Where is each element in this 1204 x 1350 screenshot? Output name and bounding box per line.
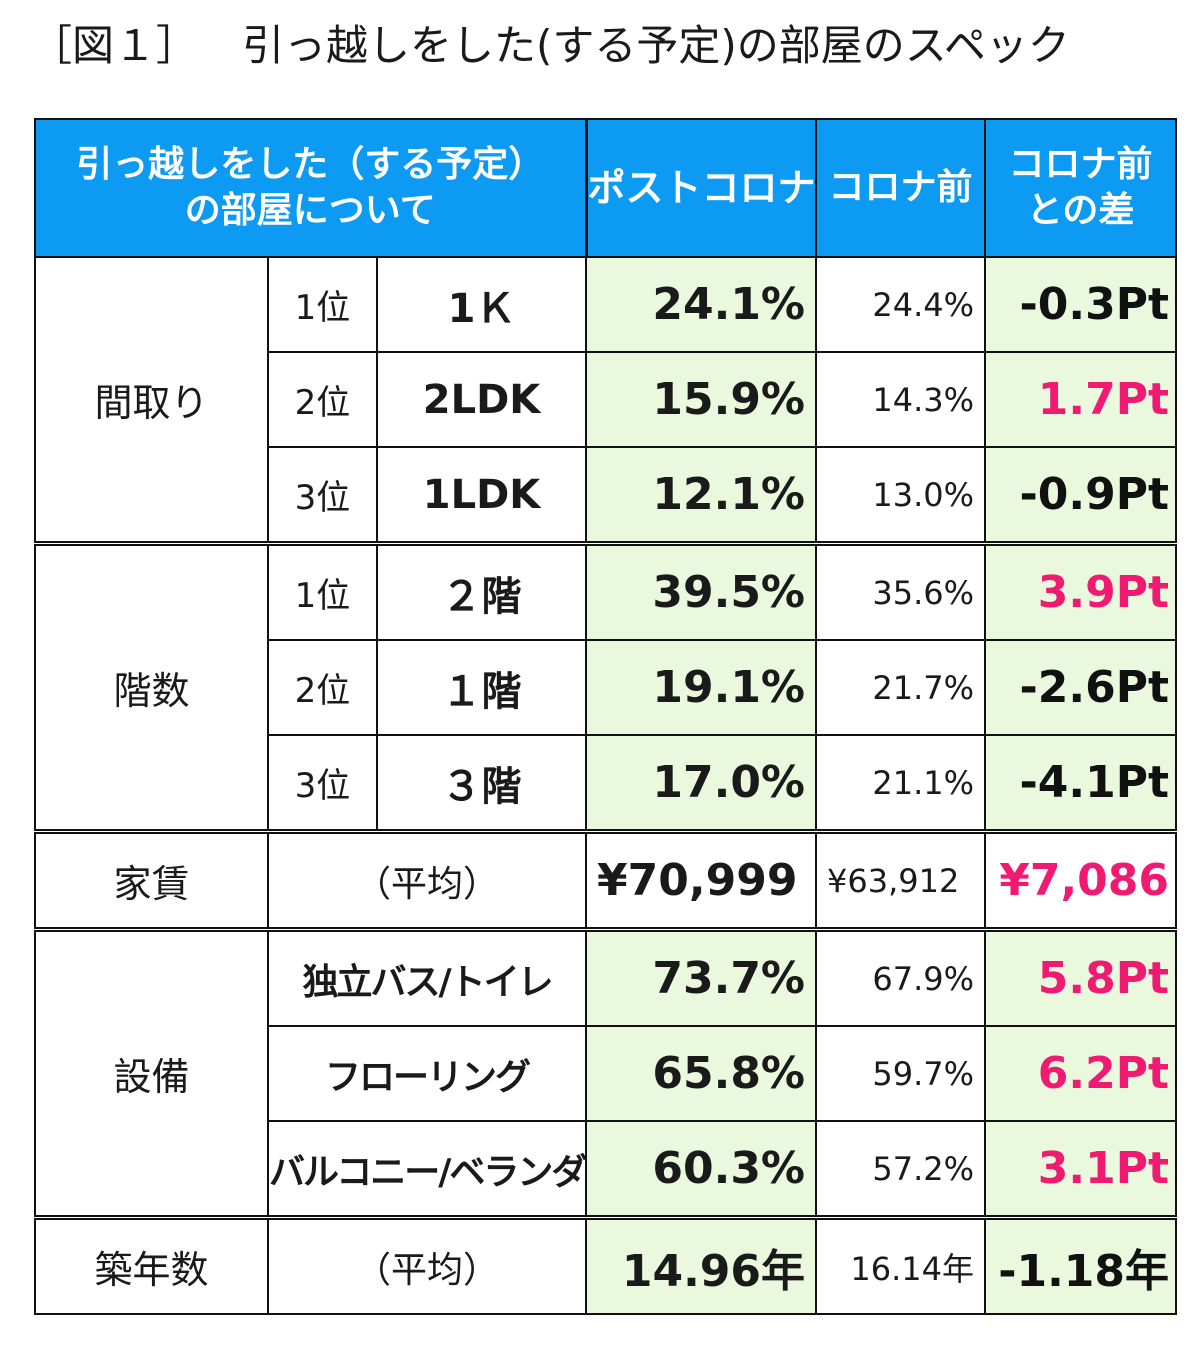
- header-pre-corona: コロナ前: [815, 118, 987, 258]
- item-cell: バルコニー/ベランダ: [266, 1120, 588, 1219]
- diff-value: 3.9Pt: [984, 541, 1178, 641]
- diff-value: 1.7Pt: [984, 351, 1178, 448]
- post-corona-value: 17.0%: [585, 734, 818, 833]
- table-row: 家賃 （平均） ¥70,999 ¥63,912 ¥7,086: [34, 829, 1178, 931]
- item-cell: 2LDK: [375, 351, 588, 448]
- rank-cell: 1位: [267, 256, 378, 353]
- rank-cell: 3位: [267, 734, 378, 833]
- post-corona-value: 19.1%: [585, 639, 818, 736]
- rank-cell: 2位: [267, 351, 378, 448]
- item-cell: フローリング: [266, 1025, 588, 1122]
- diff-value: 5.8Pt: [984, 927, 1178, 1027]
- pre-corona-value: 24.4%: [815, 256, 987, 353]
- item-cell: 1LDK: [375, 446, 588, 545]
- table-row: 3位 1LDK 12.1% 13.0% -0.9Pt: [35, 446, 1178, 545]
- diff-value: -0.9Pt: [984, 446, 1178, 545]
- post-corona-value: 39.5%: [585, 541, 818, 641]
- pre-corona-value: 13.0%: [815, 446, 987, 545]
- post-corona-value: 14.96年: [585, 1215, 818, 1315]
- average-label: （平均）: [266, 1215, 588, 1315]
- item-cell: 独立バス/トイレ: [266, 927, 588, 1027]
- post-corona-value: 15.9%: [585, 351, 818, 448]
- table-row: 間取り 1位 1Ｋ 24.1% 24.4% -0.3Pt: [34, 256, 1178, 545]
- rank-cell: 2位: [267, 639, 378, 736]
- category-madori: 間取り: [34, 256, 269, 545]
- spec-table: 引っ越しをした（する予定） の部屋について ポストコロナ コロナ前 コロナ前 と…: [33, 118, 1178, 1315]
- table-row: 設備 独立バス/トイレ 73.7% 67.9% 5.8Pt: [34, 927, 1178, 1219]
- diff-value: -1.18年: [984, 1215, 1178, 1315]
- post-corona-value: 60.3%: [585, 1120, 818, 1219]
- category-setsubi: 設備: [34, 927, 269, 1219]
- diff-value: 6.2Pt: [984, 1025, 1178, 1122]
- item-cell: ２階: [375, 541, 588, 641]
- diff-value: -0.3Pt: [984, 256, 1178, 353]
- rank-cell: 1位: [267, 541, 378, 641]
- pre-corona-value: ¥63,912: [815, 829, 987, 931]
- item-cell: １階: [375, 639, 588, 736]
- post-corona-value: ¥70,999: [585, 829, 818, 931]
- pre-corona-value: 16.14年: [815, 1215, 987, 1315]
- header-post-corona: ポストコロナ: [585, 118, 818, 258]
- pre-corona-value: 67.9%: [815, 927, 987, 1027]
- pre-corona-value: 21.7%: [815, 639, 987, 736]
- figure-title-text: 引っ越しをした(する予定)の部屋のスペック: [242, 21, 1070, 70]
- table-row: バルコニー/ベランダ 60.3% 57.2% 3.1Pt: [35, 1120, 1178, 1219]
- post-corona-value: 65.8%: [585, 1025, 818, 1122]
- post-corona-value: 12.1%: [585, 446, 818, 545]
- category-chikunen: 築年数: [34, 1215, 269, 1315]
- table-row: 築年数 （平均） 14.96年 16.14年 -1.18年: [34, 1215, 1178, 1315]
- category-kaisu: 階数: [34, 541, 269, 833]
- header-room-spec: 引っ越しをした（する予定） の部屋について: [33, 118, 588, 258]
- rank-cell: 3位: [267, 446, 378, 545]
- figure-title: ［図１］ 引っ越しをした(する予定)の部屋のスペック: [30, 18, 1070, 74]
- pre-corona-value: 21.1%: [815, 734, 987, 833]
- header-row: 引っ越しをした（する予定） の部屋について ポストコロナ コロナ前 コロナ前 と…: [33, 118, 1178, 258]
- average-label: （平均）: [266, 829, 588, 931]
- diff-value: 3.1Pt: [984, 1120, 1178, 1219]
- table-row: 階数 1位 ２階 39.5% 35.6% 3.9Pt: [34, 541, 1178, 833]
- table-row: 2位 2LDK 15.9% 14.3% 1.7Pt: [35, 351, 1178, 448]
- table-row: フローリング 65.8% 59.7% 6.2Pt: [35, 1025, 1178, 1122]
- diff-value: ¥7,086: [984, 829, 1178, 931]
- header-diff: コロナ前 との差: [984, 118, 1178, 258]
- figure-label: ［図１］: [30, 21, 199, 70]
- pre-corona-value: 35.6%: [815, 541, 987, 641]
- diff-value: -4.1Pt: [984, 734, 1178, 833]
- item-cell: 1Ｋ: [375, 256, 588, 353]
- table-row: 3位 ３階 17.0% 21.1% -4.1Pt: [35, 734, 1178, 833]
- pre-corona-value: 57.2%: [815, 1120, 987, 1219]
- category-yachin: 家賃: [34, 829, 269, 931]
- diff-value: -2.6Pt: [984, 639, 1178, 736]
- post-corona-value: 24.1%: [585, 256, 818, 353]
- pre-corona-value: 59.7%: [815, 1025, 987, 1122]
- item-cell: ３階: [375, 734, 588, 833]
- table-row: 2位 １階 19.1% 21.7% -2.6Pt: [35, 639, 1178, 736]
- post-corona-value: 73.7%: [585, 927, 818, 1027]
- pre-corona-value: 14.3%: [815, 351, 987, 448]
